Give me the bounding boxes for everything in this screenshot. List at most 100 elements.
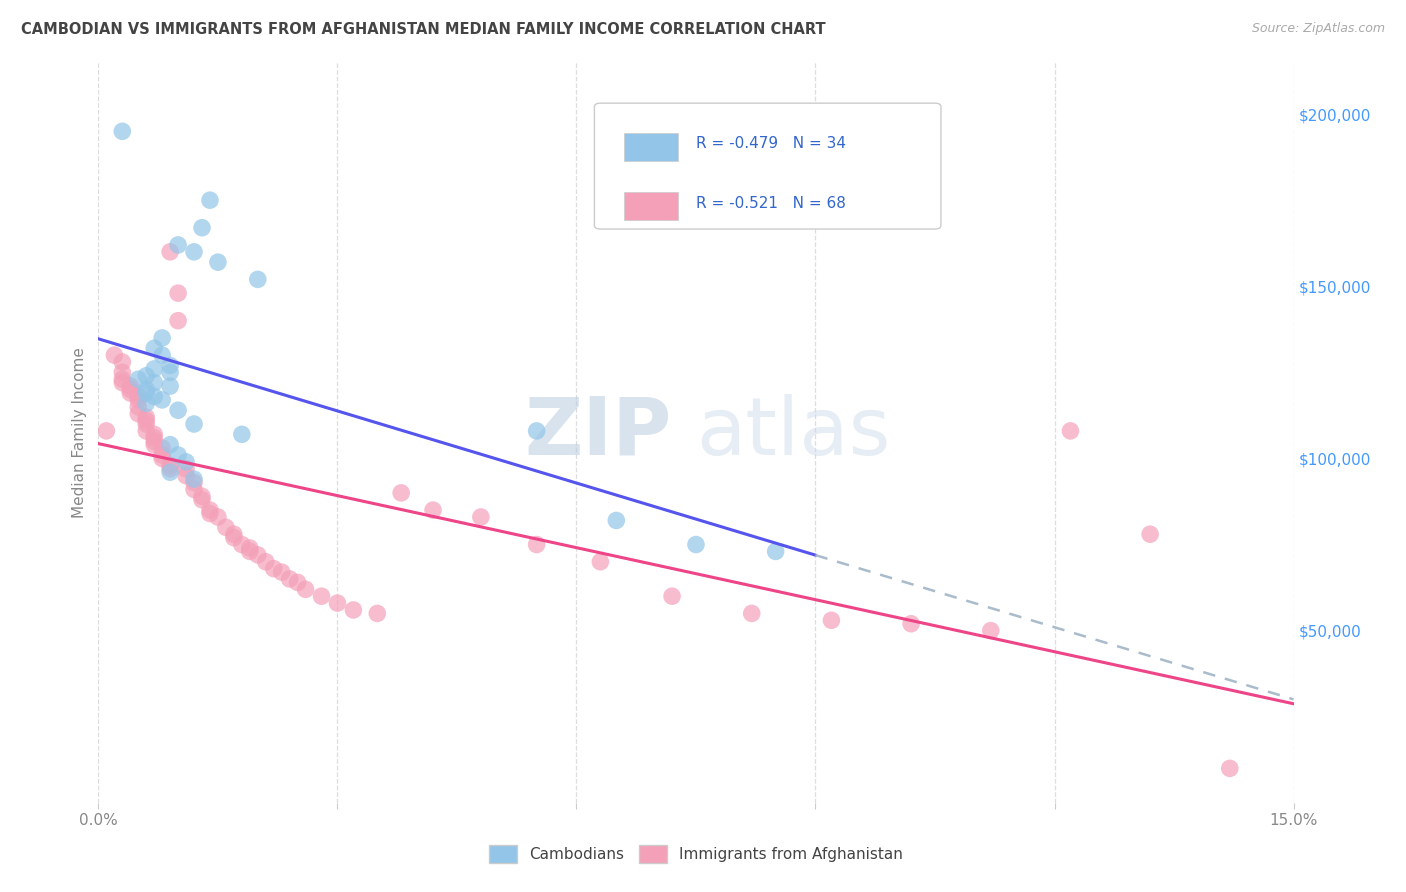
Point — [150, 348, 173, 362]
FancyBboxPatch shape — [624, 133, 678, 161]
Point — [167, 448, 190, 462]
Point — [150, 448, 173, 462]
Text: ZIP: ZIP — [524, 393, 672, 472]
Point — [422, 503, 444, 517]
FancyBboxPatch shape — [624, 192, 678, 220]
Point — [661, 589, 683, 603]
Point — [167, 314, 190, 328]
Point — [143, 362, 166, 376]
Point — [270, 565, 292, 579]
Point — [198, 507, 221, 521]
Point — [159, 438, 181, 452]
Point — [263, 561, 285, 575]
Point — [1139, 527, 1161, 541]
Point — [389, 486, 412, 500]
Point — [111, 365, 134, 379]
Point — [167, 286, 190, 301]
Text: Source: ZipAtlas.com: Source: ZipAtlas.com — [1251, 22, 1385, 36]
Point — [174, 455, 197, 469]
Legend: Cambodians, Immigrants from Afghanistan: Cambodians, Immigrants from Afghanistan — [484, 839, 908, 869]
Point — [143, 438, 166, 452]
Point — [120, 379, 142, 393]
Point — [143, 376, 166, 390]
Point — [127, 392, 149, 407]
Point — [207, 255, 229, 269]
Point — [150, 441, 173, 455]
Point — [159, 458, 181, 473]
Text: CAMBODIAN VS IMMIGRANTS FROM AFGHANISTAN MEDIAN FAMILY INCOME CORRELATION CHART: CAMBODIAN VS IMMIGRANTS FROM AFGHANISTAN… — [21, 22, 825, 37]
Point — [183, 475, 205, 490]
Y-axis label: Median Family Income: Median Family Income — [72, 347, 87, 518]
Point — [167, 403, 190, 417]
Point — [167, 238, 190, 252]
Point — [135, 383, 157, 397]
Point — [605, 513, 627, 527]
Point — [127, 372, 149, 386]
Point — [287, 575, 309, 590]
Point — [135, 368, 157, 383]
Point — [254, 555, 277, 569]
Point — [589, 555, 612, 569]
Point — [174, 468, 197, 483]
Point — [183, 417, 205, 431]
Point — [183, 244, 205, 259]
Point — [246, 272, 269, 286]
Text: R = -0.521   N = 68: R = -0.521 N = 68 — [696, 195, 846, 211]
Point — [120, 383, 142, 397]
Point — [143, 431, 166, 445]
Point — [143, 341, 166, 355]
Point — [741, 607, 763, 621]
Point — [198, 193, 221, 207]
Point — [1219, 761, 1241, 775]
Point — [127, 389, 149, 403]
Point — [174, 462, 197, 476]
Point — [215, 520, 238, 534]
Point — [135, 396, 157, 410]
Point — [980, 624, 1002, 638]
Point — [526, 424, 548, 438]
FancyBboxPatch shape — [595, 103, 941, 229]
Point — [191, 220, 214, 235]
Point — [685, 537, 707, 551]
Point — [183, 472, 205, 486]
Point — [820, 613, 842, 627]
Point — [150, 392, 173, 407]
Point — [526, 537, 548, 551]
Point — [135, 386, 157, 401]
Point — [127, 400, 149, 414]
Point — [278, 572, 301, 586]
Point — [135, 424, 157, 438]
Point — [311, 589, 333, 603]
Point — [143, 427, 166, 442]
Point — [326, 596, 349, 610]
Point — [246, 548, 269, 562]
Point — [150, 331, 173, 345]
Point — [143, 434, 166, 449]
Point — [183, 483, 205, 497]
Point — [231, 427, 253, 442]
Text: R = -0.479   N = 34: R = -0.479 N = 34 — [696, 136, 846, 152]
Point — [366, 607, 388, 621]
Point — [159, 379, 181, 393]
Point — [159, 365, 181, 379]
Point — [111, 355, 134, 369]
Text: atlas: atlas — [696, 393, 890, 472]
Point — [159, 465, 181, 479]
Point — [159, 462, 181, 476]
Point — [111, 376, 134, 390]
Point — [150, 451, 173, 466]
Point — [143, 389, 166, 403]
Point — [111, 124, 134, 138]
Point — [207, 510, 229, 524]
Point — [135, 413, 157, 427]
Point — [294, 582, 316, 597]
Point — [127, 407, 149, 421]
Point — [103, 348, 125, 362]
Point — [222, 527, 245, 541]
Point — [198, 503, 221, 517]
Point — [342, 603, 364, 617]
Point — [191, 489, 214, 503]
Point — [900, 616, 922, 631]
Point — [1059, 424, 1081, 438]
Point — [239, 544, 262, 558]
